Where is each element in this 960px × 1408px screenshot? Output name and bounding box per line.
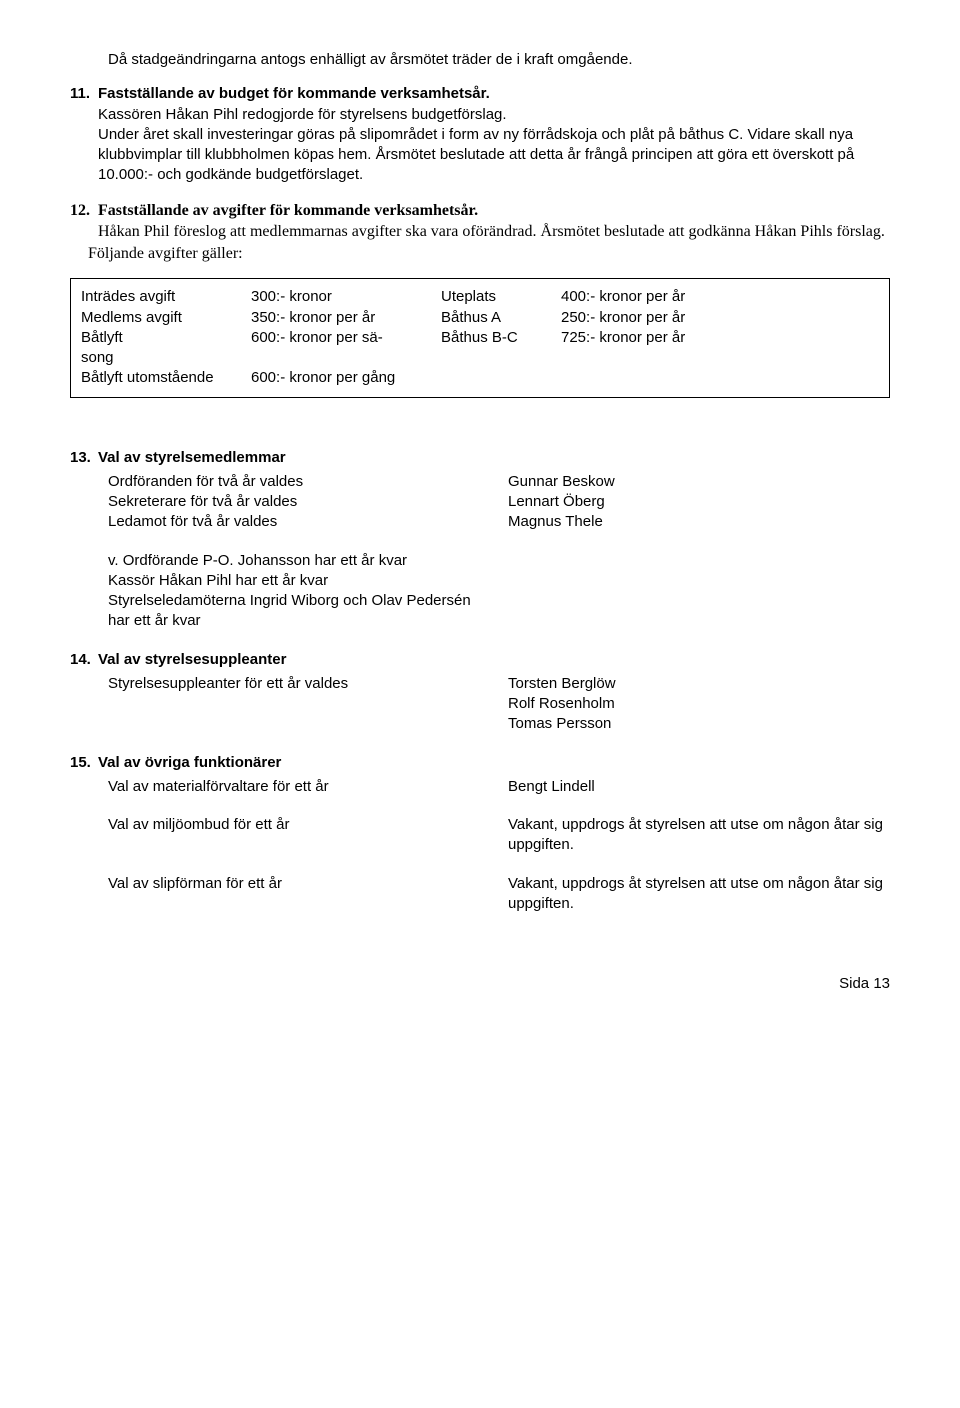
item-11-p2: Under året skall investeringar göras på …: [98, 125, 890, 186]
fee-cell: [251, 348, 431, 368]
row-right: Rolf Rosenholm: [508, 694, 890, 714]
fee-cell: 725:- kronor per år: [561, 328, 879, 348]
item-15-row1: Val av miljöombud för ett år Vakant, upp…: [108, 815, 890, 856]
item-11-title: Fastställande av budget för kommande ver…: [98, 84, 890, 104]
item-14: 14. Val av styrelsesuppleanter: [70, 650, 890, 670]
fee-cell: Inträdes avgift: [81, 287, 241, 307]
row-left: Val av materialförvaltare för ett år: [108, 777, 508, 797]
row-right: Bengt Lindell: [508, 777, 890, 797]
fee-cell: 600:- kronor per sä-: [251, 328, 431, 348]
item-15-row0: Val av materialförvaltare för ett år Ben…: [108, 777, 890, 797]
fees-col4: 400:- kronor per år 250:- kronor per år …: [561, 287, 879, 388]
fees-col1: Inträdes avgift Medlems avgift Båtlyft s…: [81, 287, 241, 388]
fee-cell: 600:- kronor per gång: [251, 368, 431, 388]
row-right: Tomas Persson: [508, 714, 890, 734]
item-14-num: 14.: [70, 650, 98, 670]
fee-cell: 400:- kronor per år: [561, 287, 879, 307]
row-left: Val av slipförman för ett år: [108, 874, 508, 915]
row-left: Ledamot för två år valdes: [108, 512, 508, 532]
fee-cell: 350:- kronor per år: [251, 308, 431, 328]
item-12: 12. Fastställande av avgifter för komman…: [70, 200, 890, 265]
intro-text: Då stadgeändringarna antogs enhälligt av…: [108, 50, 890, 70]
fees-col3: Uteplats Båthus A Båthus B-C: [441, 287, 551, 388]
fee-cell: song: [81, 348, 241, 368]
fee-cell: 250:- kronor per år: [561, 308, 879, 328]
fee-cell: Uteplats: [441, 287, 551, 307]
fee-cell: Medlems avgift: [81, 308, 241, 328]
item-11-num: 11.: [70, 84, 98, 185]
row-left: Sekreterare för två år valdes: [108, 492, 508, 512]
item-15: 15. Val av övriga funktionärer: [70, 753, 890, 773]
item-12-p2: Följande avgifter gäller:: [88, 243, 890, 265]
item-13-extra: v. Ordförande P-O. Johansson har ett år …: [108, 551, 890, 632]
fees-table: Inträdes avgift Medlems avgift Båtlyft s…: [70, 278, 890, 397]
row-left: Ordföranden för två år valdes: [108, 472, 508, 492]
row-right: Lennart Öberg: [508, 492, 890, 512]
row-right: Vakant, uppdrogs åt styrelsen att utse o…: [508, 874, 890, 915]
item-14-rows: Styrelsesuppleanter för ett år valdes To…: [108, 674, 890, 735]
fee-cell: Båtlyft: [81, 328, 241, 348]
row-right: Torsten Berglöw: [508, 674, 890, 694]
extra-line: v. Ordförande P-O. Johansson har ett år …: [108, 551, 890, 571]
row-left: Styrelsesuppleanter för ett år valdes: [108, 674, 508, 694]
row-left: Val av miljöombud för ett år: [108, 815, 508, 856]
extra-line: Styrelseledamöterna Ingrid Wiborg och Ol…: [108, 591, 890, 611]
fee-cell: Båthus B-C: [441, 328, 551, 348]
row-right: Gunnar Beskow: [508, 472, 890, 492]
item-15-title: Val av övriga funktionärer: [98, 753, 890, 773]
item-15-row2: Val av slipförman för ett år Vakant, upp…: [108, 874, 890, 915]
row-right: Magnus Thele: [508, 512, 890, 532]
fees-col2: 300:- kronor 350:- kronor per år 600:- k…: [251, 287, 431, 388]
item-14-title: Val av styrelsesuppleanter: [98, 650, 890, 670]
row-right: Vakant, uppdrogs åt styrelsen att utse o…: [508, 815, 890, 856]
fee-cell: Båtlyft utomstående: [81, 368, 241, 388]
row-left: [108, 714, 508, 734]
item-11-p1: Kassören Håkan Pihl redogjorde för styre…: [98, 105, 890, 125]
item-12-title: Fastställande av avgifter för kommande v…: [98, 200, 890, 222]
item-11: 11. Fastställande av budget för kommande…: [70, 84, 890, 185]
item-13: 13. Val av styrelsemedlemmar: [70, 448, 890, 468]
item-13-rows: Ordföranden för två år valdes Sekreterar…: [108, 472, 890, 533]
fee-cell: Båthus A: [441, 308, 551, 328]
extra-line: Kassör Håkan Pihl har ett år kvar: [108, 571, 890, 591]
item-15-num: 15.: [70, 753, 98, 773]
item-13-title: Val av styrelsemedlemmar: [98, 448, 890, 468]
item-13-num: 13.: [70, 448, 98, 468]
row-left: [108, 694, 508, 714]
item-12-p1: Håkan Phil föreslog att medlemmarnas avg…: [98, 221, 890, 243]
extra-line: har ett år kvar: [108, 611, 890, 631]
fee-cell: 300:- kronor: [251, 287, 431, 307]
page-footer: Sida 13: [70, 974, 890, 994]
